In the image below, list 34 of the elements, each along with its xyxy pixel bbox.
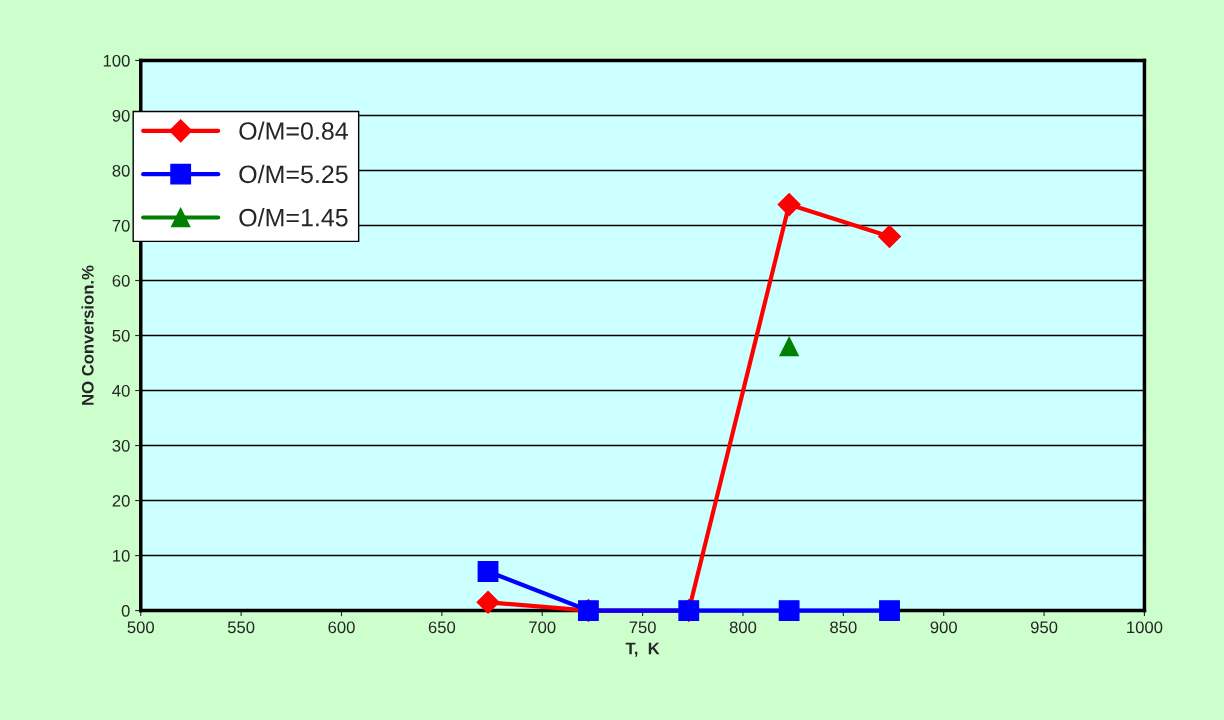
point: [878, 225, 902, 249]
x-tick-label: 500: [127, 621, 155, 634]
x-tick-label: 600: [328, 621, 355, 634]
y-axis-title: NO Conversion.%: [81, 265, 94, 405]
x-tick-label: 950: [1030, 621, 1058, 634]
y-tick-label: 100: [103, 54, 130, 67]
x-tick-label: 900: [930, 621, 957, 634]
point: [477, 561, 499, 582]
point: [778, 600, 800, 621]
point: [879, 600, 900, 621]
y-tick-label: 90: [112, 109, 130, 122]
x-tick-label: 700: [529, 621, 556, 634]
y-tick-label: 20: [112, 494, 130, 507]
x-tick-label: 750: [629, 621, 656, 634]
legend-label: O/M=1.45: [239, 208, 348, 227]
y-tick-label: 30: [112, 439, 130, 452]
legend-label: O/M=0.84: [239, 121, 348, 140]
x-tick-label: 850: [830, 621, 857, 634]
point: [476, 590, 500, 614]
x-axis-title: T, K: [625, 642, 660, 657]
y-tick-label: 10: [113, 549, 130, 562]
legend-label: O/M=5.25: [239, 164, 348, 184]
y-tick-label: 50: [112, 329, 130, 342]
point: [779, 336, 799, 357]
y-tick-label: 0: [121, 604, 130, 617]
y-tick-label: 40: [112, 384, 130, 397]
x-tick-label: 550: [227, 621, 255, 634]
point: [777, 193, 801, 217]
x-tick-label: 650: [428, 621, 456, 634]
y-tick-label: 70: [112, 219, 130, 232]
x-tick-label: 800: [729, 621, 757, 634]
x-tick-label: 1000: [1127, 621, 1163, 634]
y-tick-label: 60: [112, 274, 130, 287]
y-tick-label: 80: [112, 164, 130, 177]
